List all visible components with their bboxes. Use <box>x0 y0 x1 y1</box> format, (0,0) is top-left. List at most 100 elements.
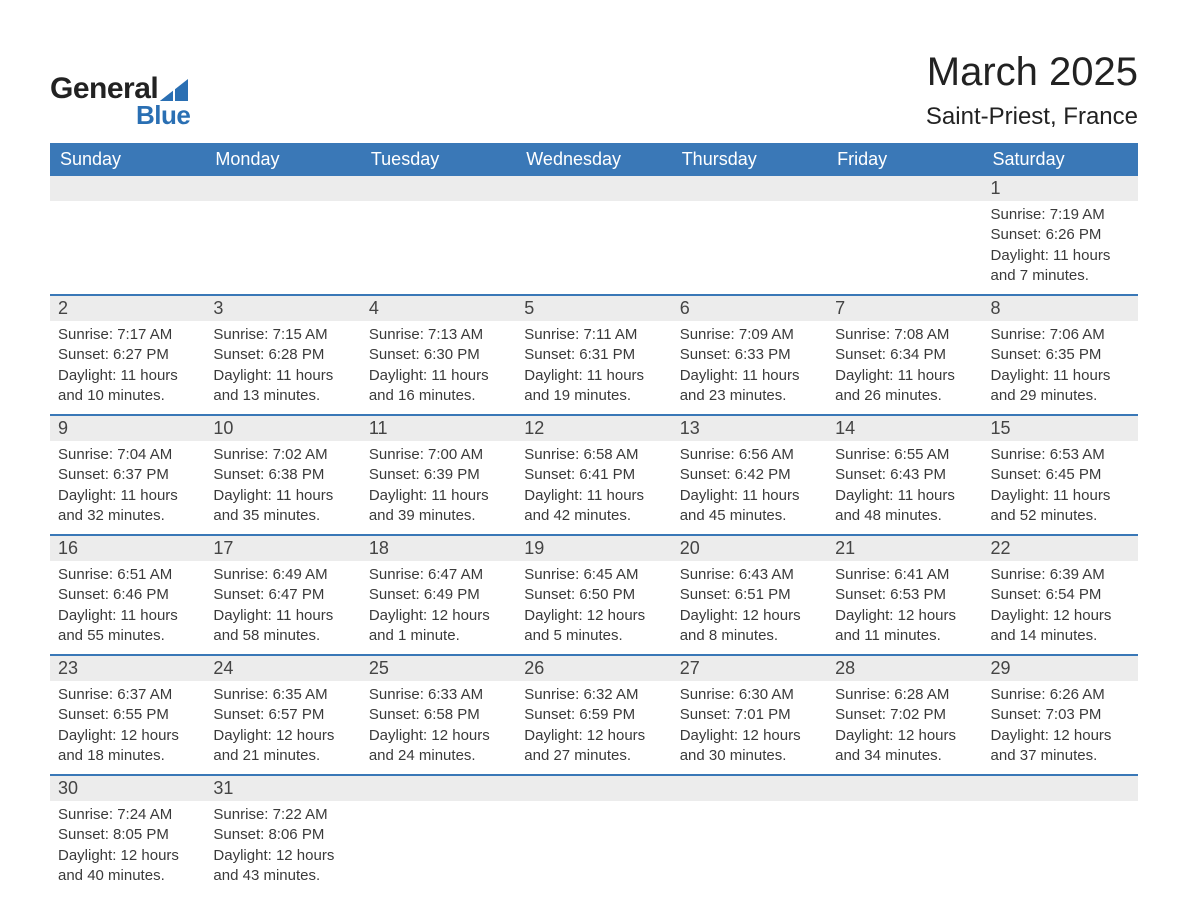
day-daylight2: and 27 minutes. <box>524 746 663 766</box>
calendar-dayinfo-cell <box>983 801 1138 894</box>
calendar-dayinfo-cell: Sunrise: 6:37 AMSunset: 6:55 PMDaylight:… <box>50 681 205 775</box>
day-sunset: Sunset: 6:58 PM <box>369 705 508 725</box>
day-sunset: Sunset: 6:46 PM <box>58 585 197 605</box>
calendar-daynum-cell: 28 <box>827 655 982 681</box>
calendar-daynum-cell <box>516 176 671 201</box>
calendar-dayinfo-row: Sunrise: 6:51 AMSunset: 6:46 PMDaylight:… <box>50 561 1138 655</box>
logo-text-blue: Blue <box>136 100 190 131</box>
calendar-header-cell: Monday <box>205 143 360 176</box>
calendar-header-row: SundayMondayTuesdayWednesdayThursdayFrid… <box>50 143 1138 176</box>
day-sunset: Sunset: 6:34 PM <box>835 345 974 365</box>
day-sunset: Sunset: 6:55 PM <box>58 705 197 725</box>
day-daylight2: and 52 minutes. <box>991 506 1130 526</box>
calendar-daynum-cell: 9 <box>50 415 205 441</box>
day-sunset: Sunset: 6:30 PM <box>369 345 508 365</box>
day-sunrise: Sunrise: 7:04 AM <box>58 445 197 465</box>
calendar-dayinfo-cell <box>827 801 982 894</box>
day-sunrise: Sunrise: 6:30 AM <box>680 685 819 705</box>
day-sunrise: Sunrise: 6:35 AM <box>213 685 352 705</box>
calendar-daynum-row: 2345678 <box>50 295 1138 321</box>
day-sunset: Sunset: 6:33 PM <box>680 345 819 365</box>
calendar-daynum-cell: 1 <box>983 176 1138 201</box>
calendar-daynum-cell: 21 <box>827 535 982 561</box>
calendar-daynum-cell <box>827 176 982 201</box>
day-sunrise: Sunrise: 7:24 AM <box>58 805 197 825</box>
day-sunset: Sunset: 7:03 PM <box>991 705 1130 725</box>
day-sunrise: Sunrise: 7:19 AM <box>991 205 1130 225</box>
calendar-dayinfo-cell: Sunrise: 7:11 AMSunset: 6:31 PMDaylight:… <box>516 321 671 415</box>
day-daylight2: and 40 minutes. <box>58 866 197 886</box>
calendar-header-cell: Thursday <box>672 143 827 176</box>
calendar-daynum-cell: 4 <box>361 295 516 321</box>
day-sunset: Sunset: 8:05 PM <box>58 825 197 845</box>
day-sunrise: Sunrise: 6:41 AM <box>835 565 974 585</box>
day-sunrise: Sunrise: 7:17 AM <box>58 325 197 345</box>
day-daylight1: Daylight: 11 hours <box>58 486 197 506</box>
day-daylight1: Daylight: 12 hours <box>991 726 1130 746</box>
day-daylight2: and 48 minutes. <box>835 506 974 526</box>
day-sunset: Sunset: 6:35 PM <box>991 345 1130 365</box>
calendar-dayinfo-cell: Sunrise: 6:39 AMSunset: 6:54 PMDaylight:… <box>983 561 1138 655</box>
day-sunrise: Sunrise: 6:32 AM <box>524 685 663 705</box>
day-daylight2: and 43 minutes. <box>213 866 352 886</box>
calendar-dayinfo-cell: Sunrise: 7:00 AMSunset: 6:39 PMDaylight:… <box>361 441 516 535</box>
day-sunset: Sunset: 6:47 PM <box>213 585 352 605</box>
calendar-daynum-cell: 11 <box>361 415 516 441</box>
calendar-daynum-cell: 6 <box>672 295 827 321</box>
day-daylight2: and 30 minutes. <box>680 746 819 766</box>
day-sunrise: Sunrise: 6:26 AM <box>991 685 1130 705</box>
day-sunset: Sunset: 6:37 PM <box>58 465 197 485</box>
calendar-daynum-cell: 13 <box>672 415 827 441</box>
day-sunrise: Sunrise: 7:11 AM <box>524 325 663 345</box>
day-sunset: Sunset: 6:54 PM <box>991 585 1130 605</box>
calendar-header-cell: Sunday <box>50 143 205 176</box>
day-daylight2: and 14 minutes. <box>991 626 1130 646</box>
calendar-dayinfo-cell: Sunrise: 7:15 AMSunset: 6:28 PMDaylight:… <box>205 321 360 415</box>
day-daylight1: Daylight: 12 hours <box>369 606 508 626</box>
calendar-daynum-cell: 20 <box>672 535 827 561</box>
calendar-daynum-cell: 8 <box>983 295 1138 321</box>
day-daylight1: Daylight: 11 hours <box>680 366 819 386</box>
calendar-dayinfo-cell: Sunrise: 6:28 AMSunset: 7:02 PMDaylight:… <box>827 681 982 775</box>
calendar-daynum-cell: 2 <box>50 295 205 321</box>
day-sunrise: Sunrise: 7:13 AM <box>369 325 508 345</box>
calendar-dayinfo-cell: Sunrise: 6:43 AMSunset: 6:51 PMDaylight:… <box>672 561 827 655</box>
day-daylight1: Daylight: 11 hours <box>835 366 974 386</box>
day-daylight1: Daylight: 12 hours <box>213 726 352 746</box>
calendar-daynum-cell: 24 <box>205 655 360 681</box>
day-sunrise: Sunrise: 7:00 AM <box>369 445 508 465</box>
day-daylight1: Daylight: 11 hours <box>58 606 197 626</box>
calendar-dayinfo-cell: Sunrise: 6:47 AMSunset: 6:49 PMDaylight:… <box>361 561 516 655</box>
calendar-dayinfo-cell <box>672 201 827 295</box>
day-sunrise: Sunrise: 6:56 AM <box>680 445 819 465</box>
day-daylight2: and 18 minutes. <box>58 746 197 766</box>
day-sunrise: Sunrise: 6:37 AM <box>58 685 197 705</box>
calendar-dayinfo-cell <box>361 201 516 295</box>
calendar-dayinfo-cell: Sunrise: 6:30 AMSunset: 7:01 PMDaylight:… <box>672 681 827 775</box>
calendar-daynum-cell <box>361 775 516 801</box>
calendar-daynum-cell <box>983 775 1138 801</box>
day-daylight2: and 34 minutes. <box>835 746 974 766</box>
calendar-dayinfo-cell: Sunrise: 6:45 AMSunset: 6:50 PMDaylight:… <box>516 561 671 655</box>
day-daylight2: and 32 minutes. <box>58 506 197 526</box>
day-sunrise: Sunrise: 7:22 AM <box>213 805 352 825</box>
calendar-daynum-cell: 10 <box>205 415 360 441</box>
day-sunset: Sunset: 6:51 PM <box>680 585 819 605</box>
day-sunset: Sunset: 6:57 PM <box>213 705 352 725</box>
day-daylight2: and 21 minutes. <box>213 746 352 766</box>
day-sunrise: Sunrise: 6:33 AM <box>369 685 508 705</box>
calendar-daynum-cell: 16 <box>50 535 205 561</box>
day-daylight1: Daylight: 11 hours <box>524 486 663 506</box>
calendar-dayinfo-cell: Sunrise: 6:56 AMSunset: 6:42 PMDaylight:… <box>672 441 827 535</box>
day-sunset: Sunset: 6:43 PM <box>835 465 974 485</box>
day-sunset: Sunset: 6:38 PM <box>213 465 352 485</box>
day-sunrise: Sunrise: 7:02 AM <box>213 445 352 465</box>
calendar-daynum-cell: 22 <box>983 535 1138 561</box>
calendar-daynum-cell: 3 <box>205 295 360 321</box>
calendar-daynum-cell: 7 <box>827 295 982 321</box>
day-daylight1: Daylight: 11 hours <box>369 366 508 386</box>
calendar-table: SundayMondayTuesdayWednesdayThursdayFrid… <box>50 143 1138 894</box>
day-sunrise: Sunrise: 6:51 AM <box>58 565 197 585</box>
calendar-daynum-cell <box>516 775 671 801</box>
day-daylight1: Daylight: 11 hours <box>991 366 1130 386</box>
